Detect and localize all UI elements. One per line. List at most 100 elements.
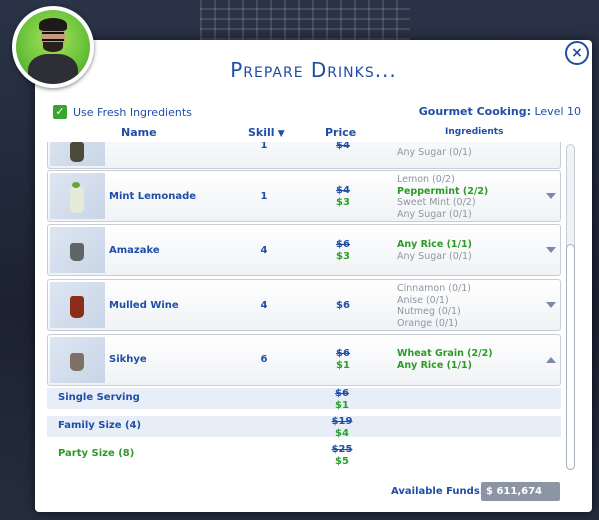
- serving-original-price: $25: [331, 444, 353, 455]
- ingredient: Lemon (0/2): [397, 174, 455, 185]
- recipe-original-price: $4: [336, 185, 350, 196]
- sim-glasses: [42, 32, 64, 41]
- skill-level-info: Gourmet Cooking: Level 10: [419, 105, 581, 118]
- serving-discounted-price: $4: [335, 428, 349, 439]
- close-icon[interactable]: ×: [565, 41, 589, 65]
- sim-body: [28, 54, 78, 84]
- ingredient: Nutmeg (0/1): [397, 306, 461, 317]
- column-header-ingredients: Ingredients: [445, 127, 504, 137]
- lemonade-glass-icon: [70, 187, 84, 213]
- recipe-price: $4: [328, 142, 358, 152]
- recipe-discounted-price: $3: [336, 197, 350, 208]
- sort-down-icon: ▼: [274, 129, 285, 139]
- recipe-discounted-price: $1: [336, 360, 350, 371]
- recipe-skill: 1: [260, 191, 268, 202]
- serving-label: Family Size (4): [58, 420, 142, 431]
- scrollbar-thumb[interactable]: [566, 244, 575, 470]
- recipe-price: $4 $3: [328, 185, 358, 209]
- drink-thumbnail: [50, 282, 105, 328]
- column-header-skill[interactable]: Skill ▼: [248, 126, 285, 139]
- column-header-price[interactable]: Price: [325, 126, 357, 139]
- recipe-ingredients: Cinnamon (0/1) Anise (0/1) Nutmeg (0/1) …: [397, 283, 471, 329]
- ingredient: Orange (0/1): [397, 317, 458, 329]
- background-window-grid: [200, 0, 410, 40]
- serving-label: Party Size (8): [58, 448, 135, 459]
- recipe-skill: 6: [260, 354, 268, 365]
- sim-beard: [43, 42, 63, 52]
- recipe-row-amazake[interactable]: Amazake 4 $6 $3 Any Rice (1/1) Any Sugar…: [47, 224, 561, 276]
- expand-chevron-down-icon[interactable]: [546, 302, 556, 308]
- amazake-cup-icon: [70, 243, 84, 261]
- recipe-ingredients: Any Rice (1/1) Any Sugar (0/1): [397, 239, 472, 262]
- serving-original-price: $19: [331, 416, 353, 427]
- available-funds-value: $ 611,674: [481, 482, 560, 501]
- recipe-price: $6 $1: [328, 348, 358, 372]
- ingredient: Any Rice (1/1): [397, 239, 472, 250]
- serving-option-party[interactable]: Party Size (8) $25 $5: [47, 444, 561, 468]
- serving-discounted-price: $1: [335, 400, 349, 411]
- ingredient: Any Rice (1/1): [397, 359, 472, 371]
- recipe-skill: 4: [260, 245, 268, 256]
- skill-header-label: Skill: [248, 126, 275, 139]
- skill-level: Level 10: [534, 105, 581, 118]
- serving-discounted-price: $5: [335, 456, 349, 467]
- serving-label: Single Serving: [58, 392, 140, 403]
- ingredient: Any Sugar (0/1): [397, 147, 472, 158]
- recipe-name: Mint Lemonade: [109, 191, 197, 202]
- use-fresh-ingredients-toggle[interactable]: ✓ Use Fresh Ingredients: [53, 105, 192, 119]
- available-funds-label: Available Funds:: [391, 486, 484, 497]
- recipe-row-sikhye[interactable]: Sikhye 6 $6 $1 Wheat Grain (2/2) Any Ric…: [47, 334, 561, 386]
- use-fresh-ingredients-label: Use Fresh Ingredients: [73, 105, 192, 119]
- collapse-chevron-up-icon[interactable]: [546, 357, 556, 363]
- recipe-original-price: $6: [336, 239, 350, 250]
- recipe-row-mint-lemonade[interactable]: Mint Lemonade 1 $4 $3 Lemon (0/2) Pepper…: [47, 170, 561, 222]
- recipe-row-mulled-wine[interactable]: Mulled Wine 4 $6 Cinnamon (0/1) Anise (0…: [47, 279, 561, 331]
- recipe-ingredients: Any Sugar (0/1): [397, 147, 472, 159]
- recipe-skill: 4: [260, 300, 268, 311]
- ingredient: Sweet Mint (0/2): [397, 197, 476, 208]
- recipe-price: $6: [328, 300, 358, 311]
- column-header-name[interactable]: Name: [121, 126, 157, 139]
- recipe-ingredients: Wheat Grain (2/2) Any Rice (1/1): [397, 348, 493, 371]
- drink-thumbnail: [50, 142, 105, 166]
- recipe-original-price: $6: [336, 348, 350, 359]
- drink-thumbnail: [50, 227, 105, 273]
- serving-price: $25 $5: [327, 444, 357, 468]
- expand-chevron-down-icon[interactable]: [546, 247, 556, 253]
- skill-name: Gourmet Cooking:: [418, 105, 531, 118]
- mint-garnish-icon: [72, 182, 80, 188]
- recipe-discounted-price: $3: [336, 251, 350, 262]
- serving-option-family[interactable]: Family Size (4) $19 $4: [47, 416, 561, 440]
- recipe-price: $6 $3: [328, 239, 358, 263]
- drink-thumbnail: [50, 173, 105, 219]
- recipe-name: Mulled Wine: [109, 300, 179, 311]
- dialog-title: Prepare Drinks...: [230, 58, 397, 82]
- sikhye-cup-icon: [70, 353, 84, 371]
- sim-hair: [39, 18, 67, 31]
- recipe-list: 1 $4 Any Sugar (0/1) Mint Lemonade 1 $4 …: [47, 142, 561, 476]
- checkmark-icon[interactable]: ✓: [53, 105, 67, 119]
- recipe-original-price: $4: [336, 142, 350, 151]
- sim-avatar: [12, 6, 94, 88]
- recipe-skill: 1: [260, 142, 268, 151]
- ingredient: Anise (0/1): [397, 294, 449, 306]
- serving-price: $19 $4: [327, 416, 357, 440]
- drink-icon: [70, 142, 84, 162]
- serving-original-price: $6: [335, 388, 349, 399]
- drink-thumbnail: [50, 337, 105, 383]
- mulled-wine-mug-icon: [70, 296, 84, 318]
- recipe-price-value: $6: [336, 300, 350, 311]
- ingredient: Any Sugar (0/1): [397, 250, 472, 262]
- serving-option-single[interactable]: Single Serving $6 $1: [47, 388, 561, 412]
- expand-chevron-down-icon[interactable]: [546, 193, 556, 199]
- serving-price: $6 $1: [327, 388, 357, 412]
- sim-portrait: [16, 10, 90, 84]
- ingredient: Wheat Grain (2/2): [397, 348, 493, 359]
- ingredient: Peppermint (2/2): [397, 185, 489, 197]
- recipe-ingredients: Lemon (0/2) Peppermint (2/2) Sweet Mint …: [397, 174, 488, 220]
- ingredient: Cinnamon (0/1): [397, 283, 471, 294]
- ingredient: Any Sugar (0/1): [397, 208, 472, 220]
- recipe-name: Sikhye: [109, 354, 147, 365]
- recipe-row[interactable]: 1 $4 Any Sugar (0/1): [47, 142, 561, 169]
- recipe-name: Amazake: [109, 245, 160, 256]
